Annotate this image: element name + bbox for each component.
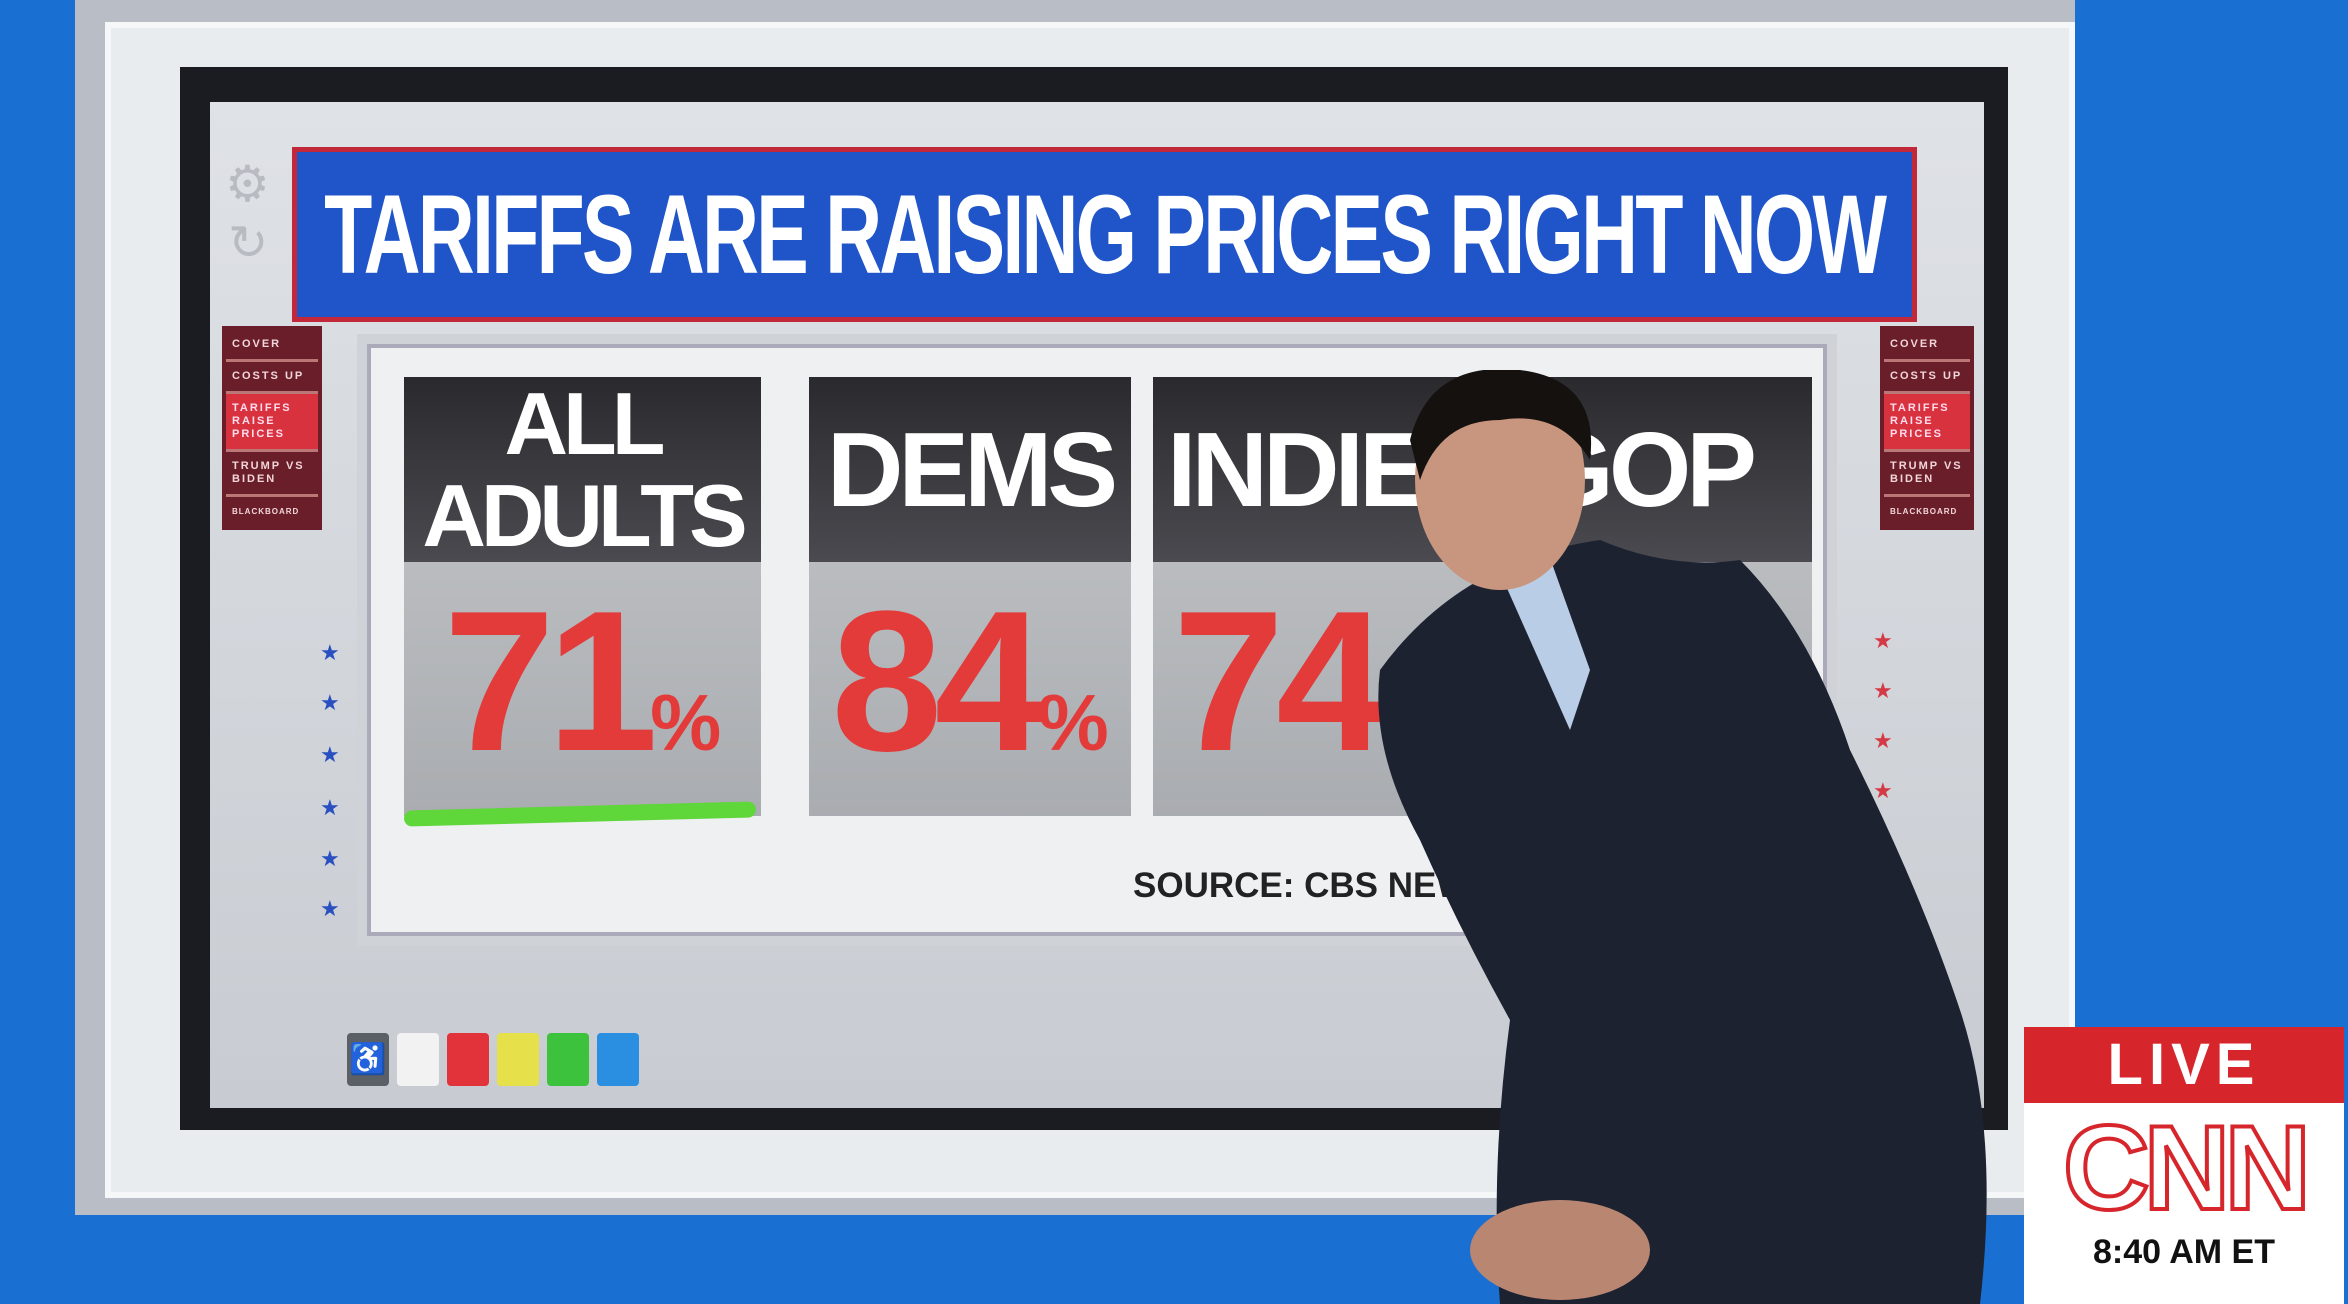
menu-item-cover[interactable]: COVER: [226, 330, 318, 362]
menu-item-tariffs[interactable]: TARIFFS RAISE PRICES: [226, 394, 318, 452]
star-icon: ★: [1873, 678, 1893, 703]
menu-item-trump-vs-biden[interactable]: TRUMP VS BIDEN: [1884, 452, 1970, 497]
card-value: 71%: [443, 570, 722, 793]
star-icon: ★: [1873, 778, 1893, 803]
yellow-pen-swatch[interactable]: [497, 1033, 539, 1086]
menu-item-blackboard[interactable]: BLACKBOARD: [232, 507, 300, 516]
green-pen-swatch[interactable]: [547, 1033, 589, 1086]
broadcast-time: 8:40 AM ET: [2092, 1233, 2275, 1271]
presenter: [1378, 370, 1987, 1304]
card-label: ALL ADULTS: [404, 377, 761, 562]
white-pen-swatch[interactable]: [397, 1033, 439, 1086]
star-icon: ★: [320, 690, 340, 715]
source-caption: SOURCE: CBS NEWS: [1133, 866, 1493, 905]
card-all-adults[interactable]: ALL ADULTS 71%: [404, 377, 761, 816]
menu-item-tariffs[interactable]: TARIFFS RAISE PRICES: [1884, 394, 1970, 452]
cnn-logo: CNN: [2061, 1101, 2313, 1235]
menu-item-trump-vs-biden[interactable]: TRUMP VS BIDEN: [226, 452, 318, 497]
live-label: LIVE: [2024, 1027, 2344, 1103]
star-icon: ★: [1873, 728, 1893, 753]
left-nav-menu: COVER COSTS UP TARIFFS RAISE PRICES TRUM…: [222, 326, 322, 530]
menu-item-costs-up[interactable]: COSTS UP: [1884, 362, 1970, 394]
star-icon: ★: [320, 896, 340, 921]
star-icon: ★: [1873, 628, 1893, 653]
blue-pen-swatch[interactable]: [597, 1033, 639, 1086]
headline-banner: TARIFFS ARE RAISING PRICES RIGHT NOW: [292, 147, 1917, 322]
accessibility-icon: ♿: [349, 1043, 387, 1076]
menu-item-cover[interactable]: COVER: [1884, 330, 1970, 362]
accessibility-swatch[interactable]: ♿: [347, 1033, 389, 1086]
star-icon: ★: [320, 846, 340, 871]
star-icon: ★: [320, 640, 340, 665]
card-label: DEMS: [809, 377, 1131, 562]
card-value: 74: [1173, 570, 1387, 793]
right-nav-menu: COVER COSTS UP TARIFFS RAISE PRICES TRUM…: [1880, 326, 1974, 530]
star-icon: ★: [320, 795, 340, 820]
headline-title: TARIFFS ARE RAISING PRICES RIGHT NOW: [324, 172, 1888, 297]
card-value: 84%: [831, 570, 1109, 793]
red-pen-swatch[interactable]: [447, 1033, 489, 1086]
menu-item-blackboard[interactable]: BLACKBOARD: [1890, 507, 1958, 516]
menu-item-costs-up[interactable]: COSTS UP: [226, 362, 318, 394]
star-icon: ★: [320, 742, 340, 767]
gear-icon[interactable]: ⚙: [225, 156, 270, 212]
card-dems[interactable]: DEMS 84%: [809, 377, 1131, 816]
refresh-icon[interactable]: ↻: [228, 217, 269, 270]
live-bug: LIVE CNN 8:40 AM ET: [2024, 1027, 2344, 1304]
